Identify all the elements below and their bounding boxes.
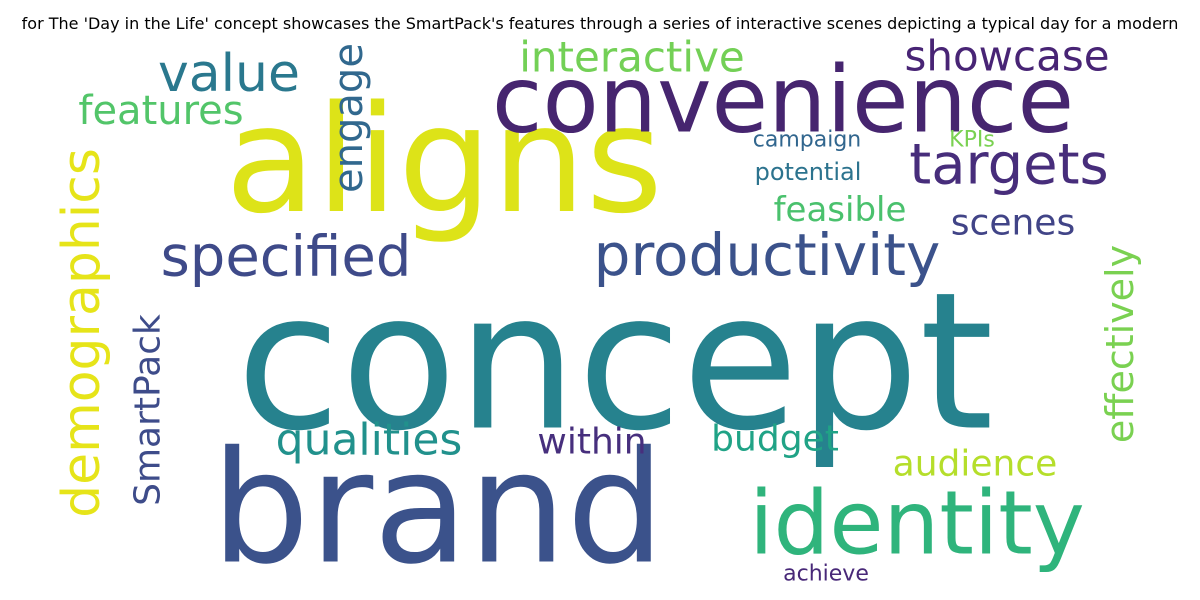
word-interactive: interactive <box>519 33 745 82</box>
word-value: value <box>158 44 300 104</box>
word-scenes: scenes <box>951 203 1075 244</box>
word-audience: audience <box>893 444 1058 485</box>
word-specified: specified <box>161 225 412 290</box>
word-engage: engage <box>326 43 372 193</box>
word-potential: potential <box>755 158 862 186</box>
word-concept: concept <box>236 252 994 473</box>
word-aligns: aligns <box>225 74 663 246</box>
word-productivity: productivity <box>594 221 941 289</box>
word-demographics: demographics <box>52 148 112 518</box>
word-feasible: feasible <box>774 190 907 230</box>
word-effectively: effectively <box>1098 245 1142 443</box>
word-qualities: qualities <box>276 415 463 466</box>
word-within: within <box>537 422 646 463</box>
word-identity: identity <box>749 472 1085 575</box>
word-budget: budget <box>711 419 839 460</box>
word-showcase: showcase <box>904 32 1109 81</box>
word-smartpack: SmartPack <box>128 314 169 506</box>
word-features: features <box>78 88 243 134</box>
word-targets: targets <box>909 133 1108 198</box>
word-campaign: campaign <box>753 128 861 153</box>
word-achieve: achieve <box>783 562 869 587</box>
word-kpis: KPIs <box>949 128 995 153</box>
word-convenience: convenience <box>492 47 1074 154</box>
word-brand: brand <box>211 418 665 599</box>
page-title: for The 'Day in the Life' concept showca… <box>21 14 1179 33</box>
